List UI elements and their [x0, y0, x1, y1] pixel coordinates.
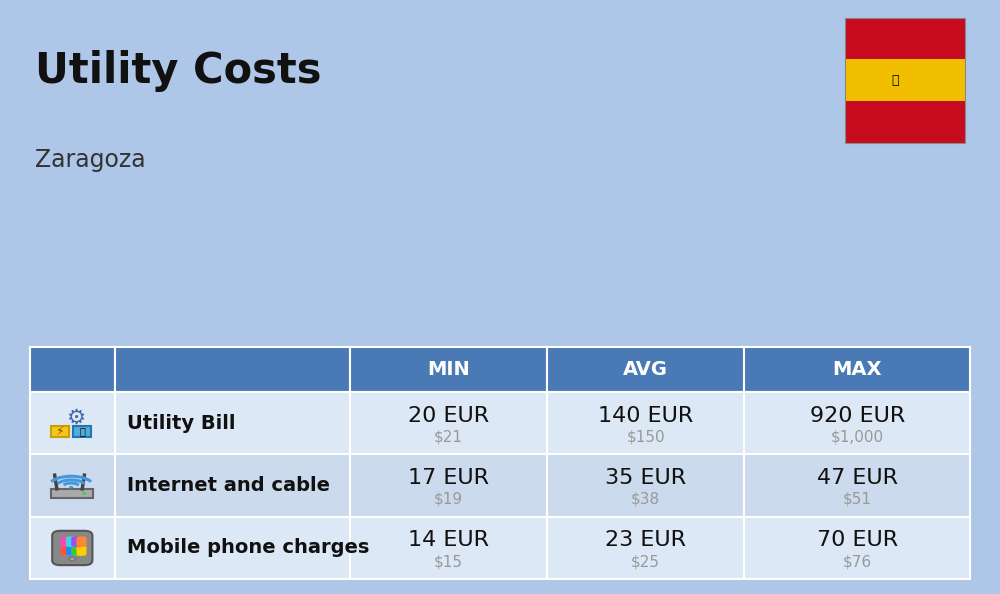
Bar — [30, 454, 115, 517]
Bar — [115, 347, 350, 392]
FancyBboxPatch shape — [52, 531, 92, 565]
Text: $38: $38 — [631, 492, 660, 507]
Text: 14 EUR: 14 EUR — [408, 530, 489, 551]
Bar — [547, 454, 744, 517]
FancyBboxPatch shape — [71, 545, 81, 556]
Bar — [845, 18, 965, 59]
Text: 140 EUR: 140 EUR — [598, 406, 693, 426]
Bar — [845, 18, 965, 143]
Text: AVG: AVG — [623, 361, 668, 379]
Text: 23 EUR: 23 EUR — [605, 530, 686, 551]
FancyBboxPatch shape — [66, 536, 76, 547]
FancyBboxPatch shape — [61, 536, 71, 547]
Text: 70 EUR: 70 EUR — [817, 530, 898, 551]
Bar — [350, 392, 547, 454]
Bar — [115, 454, 350, 517]
Bar — [845, 101, 965, 143]
FancyBboxPatch shape — [66, 545, 76, 556]
FancyBboxPatch shape — [71, 536, 81, 547]
Text: $1,000: $1,000 — [831, 429, 884, 444]
Text: 920 EUR: 920 EUR — [810, 406, 905, 426]
FancyBboxPatch shape — [76, 536, 87, 547]
Text: $19: $19 — [434, 492, 463, 507]
Bar — [30, 392, 115, 454]
Bar — [30, 347, 115, 392]
Bar — [115, 517, 350, 579]
Bar — [350, 454, 547, 517]
Circle shape — [69, 557, 75, 561]
Text: 💧: 💧 — [79, 426, 85, 436]
Text: 🏛: 🏛 — [891, 74, 899, 87]
Bar — [51, 426, 69, 437]
Text: $25: $25 — [631, 554, 660, 569]
Text: 47 EUR: 47 EUR — [817, 468, 898, 488]
Bar — [547, 517, 744, 579]
Bar — [350, 347, 547, 392]
Bar — [547, 347, 744, 392]
Text: Zaragoza: Zaragoza — [35, 148, 146, 172]
Text: 35 EUR: 35 EUR — [605, 468, 686, 488]
Bar — [30, 517, 115, 579]
Text: Utility Costs: Utility Costs — [35, 50, 322, 92]
Text: $21: $21 — [434, 429, 463, 444]
Bar — [547, 392, 744, 454]
Circle shape — [69, 486, 73, 488]
Text: $51: $51 — [843, 492, 872, 507]
Text: ⚡: ⚡ — [56, 425, 65, 438]
Bar — [51, 489, 93, 498]
Text: MIN: MIN — [427, 361, 470, 379]
Text: $150: $150 — [626, 429, 665, 444]
Text: 20 EUR: 20 EUR — [408, 406, 489, 426]
Text: Internet and cable: Internet and cable — [127, 476, 330, 495]
Text: ⚙: ⚙ — [67, 407, 86, 427]
FancyBboxPatch shape — [61, 545, 71, 556]
Text: $76: $76 — [843, 554, 872, 569]
Text: Utility Bill: Utility Bill — [127, 414, 235, 432]
Bar — [744, 347, 970, 392]
Bar — [845, 59, 965, 101]
Text: $15: $15 — [434, 554, 463, 569]
Bar — [63, 538, 82, 556]
Bar — [744, 454, 970, 517]
Bar — [744, 392, 970, 454]
Bar — [115, 392, 350, 454]
Circle shape — [82, 492, 87, 495]
Text: 17 EUR: 17 EUR — [408, 468, 489, 488]
Bar — [73, 426, 91, 437]
Text: MAX: MAX — [832, 361, 882, 379]
Bar — [350, 517, 547, 579]
FancyBboxPatch shape — [76, 545, 87, 556]
Bar — [744, 517, 970, 579]
Text: Mobile phone charges: Mobile phone charges — [127, 539, 369, 557]
